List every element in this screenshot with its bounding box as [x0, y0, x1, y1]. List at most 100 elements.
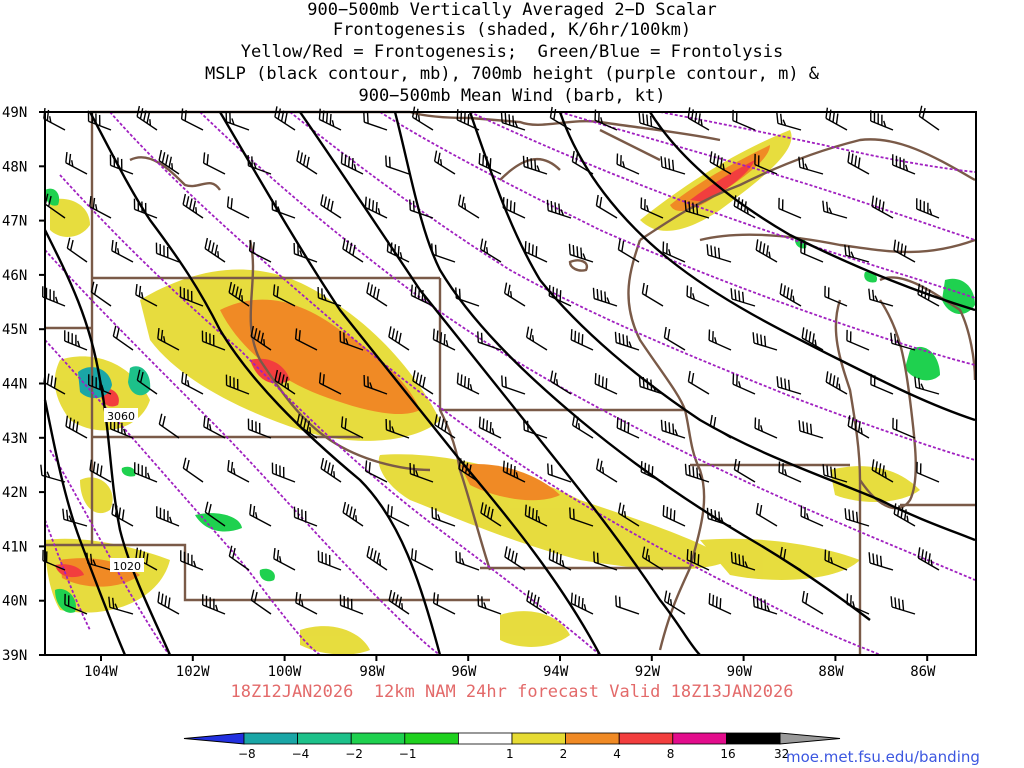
title-line-4: MSLP (black contour, mb), 700mb height (… [204, 64, 820, 84]
wind-barb-icon [846, 593, 870, 615]
wind-barb-icon [388, 589, 410, 615]
wind-barb-icon [134, 462, 158, 483]
wind-barb-icon [687, 107, 710, 131]
wind-barb-icon [249, 503, 272, 527]
title-line-2: Frontogenesis (shaded, K/6hr/100km) [332, 20, 692, 40]
wind-barb-icon [88, 374, 112, 395]
longitude-tick-label: 100W [268, 664, 302, 680]
wind-barb-icon [660, 156, 686, 175]
wind-barb-icon [615, 595, 640, 615]
wind-barb-icon [228, 281, 250, 307]
wind-barb-icon [733, 195, 756, 219]
wind-barb-icon [201, 330, 226, 351]
longitude-tick-label: 104W [84, 664, 118, 680]
wind-barb-icon [822, 464, 848, 483]
wind-barb-icon [296, 413, 318, 439]
wind-barb-icon [526, 590, 548, 615]
colorbar-swatch [350, 732, 406, 745]
wind-barb-icon [385, 419, 410, 439]
wind-barb-icon [754, 153, 778, 175]
wind-barb-icon [847, 151, 870, 175]
wind-barb-icon [433, 150, 456, 175]
wind-barb-icon [548, 285, 572, 307]
wind-barb-icon [411, 106, 434, 131]
wind-barb-icon [522, 155, 548, 175]
wind-barb-icon [825, 107, 848, 131]
wind-barb-icon [320, 194, 342, 219]
latitude-tick-label: 39N [2, 648, 27, 664]
wind-barb-icon [709, 151, 732, 175]
wind-barb-icon [662, 241, 686, 263]
wind-barb-icon [752, 332, 778, 351]
wind-barb-icon [524, 241, 548, 263]
wind-barb-icon [202, 594, 226, 615]
wind-barb-icon [708, 593, 732, 615]
wind-barb-icon [870, 110, 894, 131]
wind-barb-icon [594, 373, 618, 395]
wind-barb-icon [871, 195, 894, 219]
wind-barb-icon [179, 286, 204, 307]
wind-barb-icon [112, 325, 134, 351]
wind-barb-icon [431, 507, 456, 527]
wind-barb-icon [204, 501, 226, 527]
wind-barb-icon [844, 244, 870, 263]
wind-barb-icon [181, 371, 204, 395]
wind-barb-icon [271, 199, 296, 219]
wind-barb-icon [90, 281, 112, 307]
colorbar-swatch [672, 732, 727, 745]
wind-barb-icon [363, 375, 388, 395]
wind-barb-icon [339, 594, 364, 615]
longitude-tick-label: 92W [635, 664, 661, 680]
wind-barb-icon [800, 505, 824, 527]
wind-barb-icon [592, 287, 618, 307]
colorbar-label: −8 [238, 747, 256, 761]
wind-barb-icon [156, 506, 180, 527]
colorbar-swatch [565, 732, 620, 745]
wind-barb-icon [248, 240, 272, 263]
wind-barb-icon [317, 550, 342, 571]
wind-barb-icon [202, 152, 226, 175]
wind-barb-icon [687, 370, 710, 395]
wind-barb-icon [504, 546, 526, 571]
wind-barb-icon [502, 460, 526, 483]
wind-barb-icon [250, 325, 272, 351]
colorbar-swatch [726, 732, 781, 745]
wind-barb-icon [136, 369, 158, 395]
wind-barb-icon [824, 549, 848, 571]
wind-barb-icon [458, 458, 480, 483]
wind-barb-icon [410, 548, 434, 571]
wind-barb-icon [478, 416, 502, 439]
wind-barb-icon [157, 591, 180, 615]
wind-barb-icon [706, 244, 732, 263]
wind-barb-icon [708, 329, 732, 351]
wind-barb-icon [549, 370, 572, 395]
wind-barb-icon [730, 288, 756, 307]
wind-barb-icon [225, 111, 250, 131]
wind-barb-icon [317, 287, 342, 307]
wind-barb-icon [776, 112, 802, 131]
wind-barb-icon [890, 332, 916, 351]
wind-barb-icon [457, 194, 480, 219]
wind-barb-icon [616, 153, 640, 175]
wind-barb-icon [228, 545, 250, 571]
colorbar-label: −2 [345, 747, 363, 761]
wind-barb-icon [182, 457, 204, 483]
wind-barb-icon [66, 237, 88, 263]
wind-barb-icon [570, 592, 594, 615]
wind-barb-icon [641, 546, 664, 571]
wind-barb-icon [501, 375, 526, 395]
wind-barb-icon [296, 150, 318, 175]
colorbar-label: −4 [292, 747, 310, 761]
height-contour-label: 3060 [107, 410, 135, 423]
wind-barb-icon [779, 283, 802, 307]
source-url-link[interactable]: moe.met.fsu.edu/banding [786, 748, 980, 766]
wind-barb-icon [42, 286, 66, 307]
wind-barb-icon [914, 376, 940, 395]
wind-barb-icon [684, 463, 710, 483]
wind-barb-icon [227, 459, 250, 483]
wind-barb-icon [798, 156, 824, 175]
wind-barb-icon [86, 552, 112, 571]
wind-barb-icon [779, 546, 802, 571]
longitude-tick-label: 86W [910, 664, 936, 680]
wind-barb-icon [732, 373, 756, 395]
